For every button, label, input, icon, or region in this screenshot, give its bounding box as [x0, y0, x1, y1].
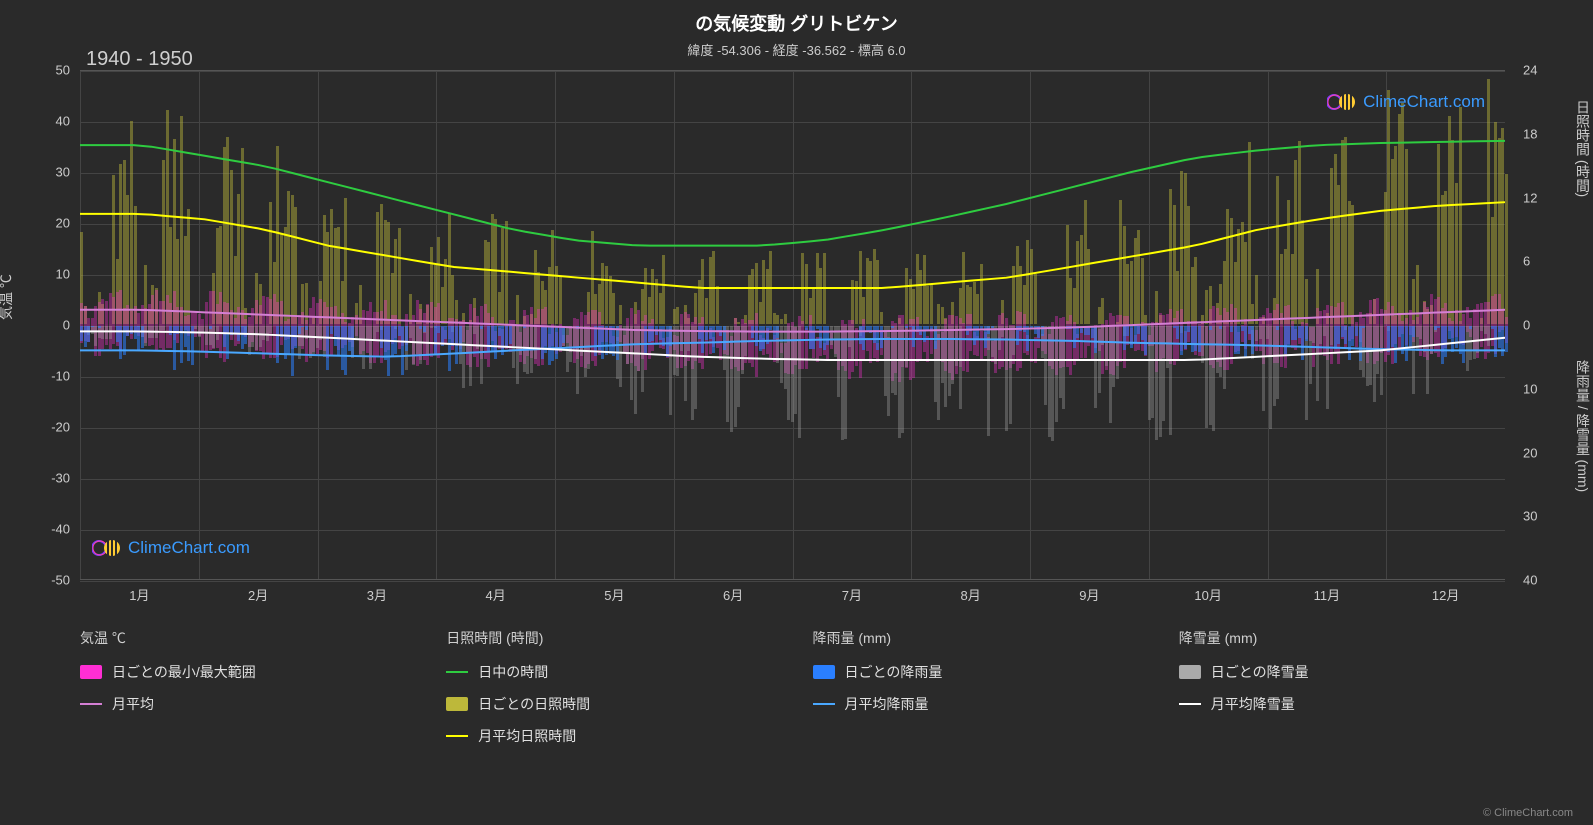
x-tick: 11月 [1314, 585, 1341, 604]
x-tick: 10月 [1194, 585, 1221, 604]
legend-item-label: 日ごとの降雪量 [1211, 662, 1309, 682]
y-axis-right-top-label: 日照時間 (時間) [1573, 100, 1593, 197]
x-tick: 9月 [1079, 585, 1099, 604]
chart-subtitle: 緯度 -54.306 - 経度 -36.562 - 標高 6.0 [0, 36, 1593, 59]
y-axis-right-bottom-label: 降雨量 / 降雪量 (mm) [1573, 360, 1593, 492]
chart-title: の気候変動 グリトビケン [0, 0, 1593, 36]
y-tick-left: 10 [56, 267, 70, 282]
legend-item: 日中の時間 [446, 662, 772, 682]
legend-item: 日ごとの降雪量 [1179, 662, 1505, 682]
y-tick-right: 40 [1523, 573, 1537, 588]
legend-line-icon [446, 735, 468, 737]
x-tick: 7月 [842, 585, 862, 604]
x-tick: 2月 [248, 585, 268, 604]
legend-item: 月平均日照時間 [446, 726, 772, 746]
x-tick: 1月 [129, 585, 149, 604]
y-tick-right: 0 [1523, 318, 1530, 333]
legend-item-label: 日中の時間 [478, 662, 548, 682]
legend-line-icon [80, 703, 102, 705]
legend-group-title: 気温 ℃ [80, 628, 406, 648]
y-tick-left: -10 [51, 369, 70, 384]
x-tick: 5月 [604, 585, 624, 604]
legend-item-label: 月平均降雪量 [1211, 694, 1295, 714]
y-tick-right: 12 [1523, 190, 1537, 205]
y-tick-right: 18 [1523, 126, 1537, 141]
y-tick-left: 40 [56, 114, 70, 129]
y-axis-left-label: 気温 ℃ [0, 274, 16, 320]
y-tick-right: 10 [1523, 381, 1537, 396]
logo-text: ClimeChart.com [1363, 92, 1485, 112]
y-tick-left: 20 [56, 216, 70, 231]
legend-item: 月平均 [80, 694, 406, 714]
x-tick: 6月 [723, 585, 743, 604]
copyright: © ClimeChart.com [1483, 807, 1573, 819]
legend-swatch-icon [80, 665, 102, 679]
legend-group: 降雪量 (mm) 日ごとの降雪量月平均降雪量 [1179, 628, 1505, 758]
y-tick-right: 6 [1523, 254, 1530, 269]
legend-item-label: 月平均降雨量 [845, 694, 929, 714]
y-tick-left: -20 [51, 420, 70, 435]
y-axis-left: 50403020100-10-20-30-40-50 [20, 70, 75, 580]
y-tick-right: 30 [1523, 509, 1537, 524]
climechart-logo-icon [92, 537, 122, 559]
x-tick: 12月 [1432, 585, 1459, 604]
legend: 気温 ℃ 日ごとの最小/最大範囲月平均 日照時間 (時間) 日中の時間日ごとの日照時間… [80, 628, 1505, 758]
x-tick: 3月 [367, 585, 387, 604]
y-tick-left: -50 [51, 573, 70, 588]
logo-bottom-left: ClimeChart.com [92, 537, 250, 559]
legend-line-icon [1179, 703, 1201, 705]
legend-item-label: 月平均 [112, 694, 154, 714]
x-axis: 1月 2月 3月 4月 5月 6月 7月 8月 9月 10月 11月 12月 [80, 585, 1505, 605]
x-tick: 8月 [961, 585, 981, 604]
legend-item: 日ごとの日照時間 [446, 694, 772, 714]
year-range: 1940 - 1950 [86, 48, 193, 71]
y-tick-right: 20 [1523, 445, 1537, 460]
legend-group: 日照時間 (時間) 日中の時間日ごとの日照時間月平均日照時間 [446, 628, 772, 758]
y-tick-left: 50 [56, 63, 70, 78]
legend-item: 日ごとの降雨量 [813, 662, 1139, 682]
logo-top-right: ClimeChart.com [1327, 91, 1485, 113]
legend-group-title: 日照時間 (時間) [446, 628, 772, 648]
x-tick: 4月 [486, 585, 506, 604]
legend-item-label: 日ごとの日照時間 [478, 694, 590, 714]
y-tick-left: -40 [51, 522, 70, 537]
legend-swatch-icon [813, 665, 835, 679]
legend-item-label: 月平均日照時間 [478, 726, 576, 746]
legend-item-label: 日ごとの最小/最大範囲 [112, 662, 256, 682]
legend-item: 月平均降雪量 [1179, 694, 1505, 714]
legend-swatch-icon [446, 697, 468, 711]
legend-item: 日ごとの最小/最大範囲 [80, 662, 406, 682]
legend-item: 月平均降雨量 [813, 694, 1139, 714]
y-axis-right: 2418126010203040 [1518, 70, 1573, 580]
legend-group-title: 降雨量 (mm) [813, 628, 1139, 648]
plot-area: ClimeChart.com ClimeChart.com [80, 70, 1505, 580]
legend-group-title: 降雪量 (mm) [1179, 628, 1505, 648]
lines-layer [80, 71, 1505, 579]
climate-chart: の気候変動 グリトビケン 緯度 -54.306 - 経度 -36.562 - 標… [0, 0, 1593, 825]
legend-group: 気温 ℃ 日ごとの最小/最大範囲月平均 [80, 628, 406, 758]
legend-group: 降雨量 (mm) 日ごとの降雨量月平均降雨量 [813, 628, 1139, 758]
legend-line-icon [813, 703, 835, 705]
y-tick-left: -30 [51, 471, 70, 486]
legend-swatch-icon [1179, 665, 1201, 679]
y-tick-left: 30 [56, 165, 70, 180]
legend-item-label: 日ごとの降雨量 [845, 662, 943, 682]
y-tick-left: 0 [63, 318, 70, 333]
y-tick-right: 24 [1523, 63, 1537, 78]
logo-text: ClimeChart.com [128, 538, 250, 558]
legend-line-icon [446, 671, 468, 673]
climechart-logo-icon [1327, 91, 1357, 113]
